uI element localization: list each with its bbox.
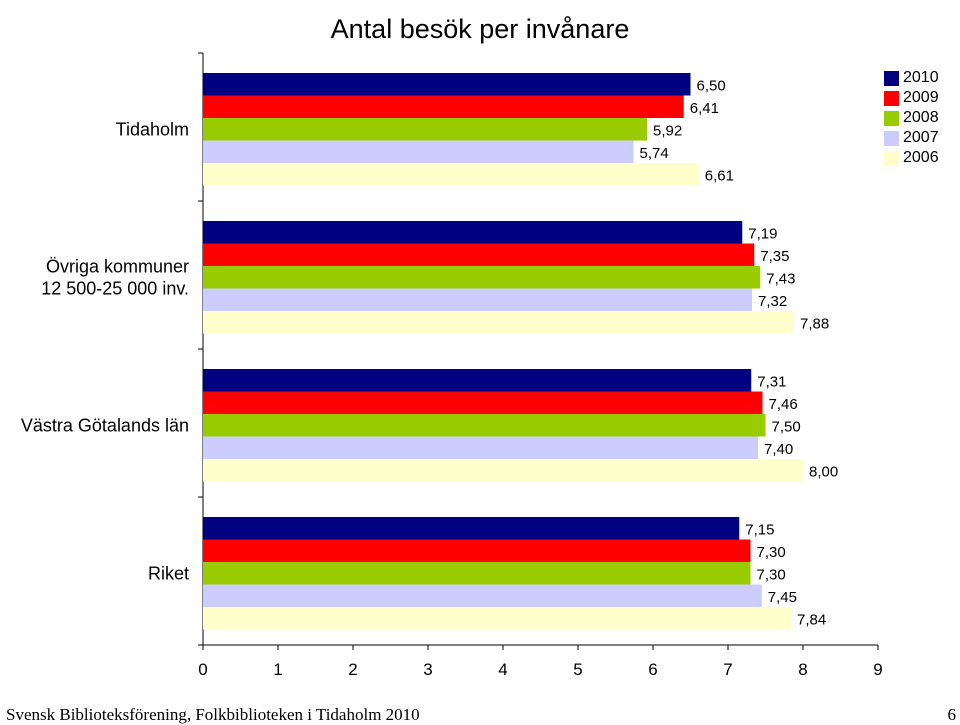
footer-page-number: 6: [947, 705, 957, 724]
data-label: 7,84: [797, 612, 826, 629]
x-tick-label: 4: [498, 660, 507, 679]
data-label: 7,50: [772, 419, 801, 436]
data-label: 7,19: [748, 226, 777, 243]
category-label: Västra Götalands län: [21, 415, 189, 435]
chart-frame: Antal besök per invånare 0 1 2 3 4 5 6 7 8 9 Tidah…: [20, 14, 939, 679]
data-label: 5,74: [640, 145, 669, 162]
data-label: 5,92: [653, 123, 682, 140]
bar-2010: [203, 369, 752, 392]
data-label: 6,61: [705, 168, 734, 185]
legend-swatch-2006: [884, 150, 899, 166]
legend-swatch-2007: [884, 130, 899, 146]
data-label: 7,15: [745, 522, 774, 539]
legend-swatch-2009: [884, 90, 899, 106]
bar-2006: [203, 163, 699, 186]
data-label: 6,50: [697, 78, 726, 95]
bar-2008: [203, 562, 751, 585]
data-label: 7,31: [757, 374, 786, 391]
bar-2010: [203, 517, 740, 540]
legend-item-2010: 2010: [884, 68, 939, 88]
data-label: 7,35: [760, 248, 789, 265]
bar-2007: [203, 288, 752, 311]
bar-2006: [203, 607, 791, 630]
x-tick-label: 1: [273, 660, 282, 679]
category-label: Riket: [148, 563, 189, 583]
data-label: 6,41: [690, 100, 719, 117]
bar-2007: [203, 140, 634, 163]
legend-label-2010: 2010: [903, 69, 939, 86]
legend-label-2009: 2009: [903, 89, 939, 106]
chart-title: Antal besök per invånare: [330, 14, 630, 44]
legend-swatch-2010: [884, 70, 899, 86]
bar-2009: [203, 539, 751, 562]
legend-swatch-2008: [884, 110, 899, 126]
legend-label-2007: 2007: [903, 129, 939, 146]
category-label: Tidaholm: [116, 119, 189, 139]
bar-2006: [203, 311, 794, 334]
data-label: 7,88: [800, 316, 829, 333]
data-label: 7,46: [769, 396, 798, 413]
category-label: Övriga kommuner: [46, 256, 189, 276]
bar-2009: [203, 243, 755, 266]
bar-2008: [203, 266, 761, 289]
data-label: 8,00: [809, 464, 838, 481]
bar-2009: [203, 95, 684, 118]
data-label: 7,43: [766, 271, 795, 288]
legend-item-2007: 2007: [884, 128, 939, 148]
x-tick-label: 5: [573, 660, 582, 679]
data-label: 7,32: [758, 293, 787, 310]
x-tick-label: 8: [798, 660, 807, 679]
bar-2006: [203, 459, 803, 482]
x-tick-label: 6: [648, 660, 657, 679]
bar-2009: [203, 391, 763, 414]
data-label: 7,30: [757, 567, 786, 584]
x-tick-label: 0: [198, 660, 207, 679]
x-tick-label: 9: [873, 660, 882, 679]
legend-item-2009: 2009: [884, 88, 939, 108]
bar-2010: [203, 73, 691, 96]
bar-2008: [203, 118, 647, 141]
legend-item-2008: 2008: [884, 108, 939, 128]
footer-source: Svensk Biblioteksförening, Folkbibliotek…: [6, 705, 420, 724]
chart-legend: 2010 2009 2008 2007 2006: [884, 68, 939, 168]
x-tick-label: 7: [723, 660, 732, 679]
legend-item-2006: 2006: [884, 148, 939, 168]
bar-2010: [203, 221, 743, 244]
bar-2007: [203, 584, 762, 607]
legend-label-2006: 2006: [903, 149, 939, 166]
bar-2008: [203, 414, 766, 437]
bar-2007: [203, 436, 758, 459]
data-label: 7,30: [757, 544, 786, 561]
data-label: 7,40: [764, 441, 793, 458]
legend-label-2008: 2008: [903, 109, 939, 126]
data-label: 7,45: [768, 589, 797, 606]
x-tick-label: 3: [423, 660, 432, 679]
chart-plot: 0 1 2 3 4 5 6 7 8 9 Tidaholm 6,50 6,41 5,92 5,74 6,61 Öv…: [21, 52, 883, 679]
category-label: 12 500-25 000 inv.: [41, 278, 189, 298]
x-tick-label: 2: [348, 660, 357, 679]
